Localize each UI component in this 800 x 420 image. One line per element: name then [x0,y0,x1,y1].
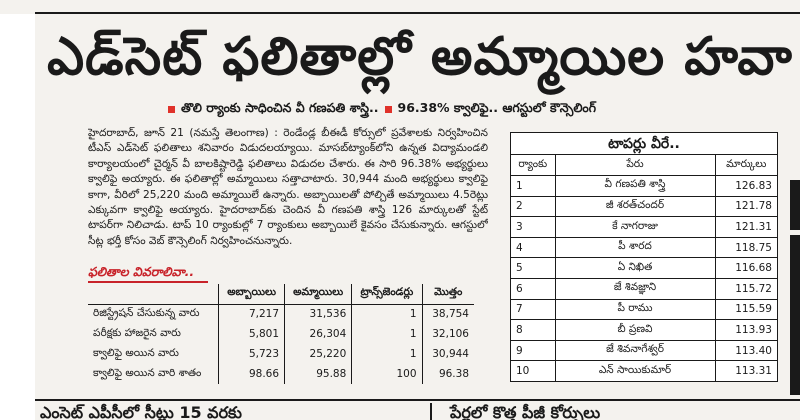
top-strip [0,0,800,10]
table-row: 1 వీ గణపతి శాస్త్రి 126.83 [511,175,777,197]
subheadline-part1: తొలి ర్యాంకు సాధించిన వీ గణపతి శాస్త్రి.… [181,99,379,115]
column-header: ట్రాన్స్‌జెండర్లు [351,284,422,305]
right-edge-bar [790,180,800,395]
table-row: 8 బీ ప్రణవి 113.93 [511,319,777,341]
top-rule [35,12,800,14]
cell-rank: 7 [511,299,555,321]
column-header [88,284,219,305]
column-header-rank: ర్యాంకు [511,155,555,177]
bottom-rule [35,399,800,401]
table-row: 10 ఎన్ సాయికుమార్ 113.31 [511,360,777,382]
subheadline-part2: 96.38% క్వాలిఫై.. ఆగస్టులో కౌన్సెలింగ్ [397,99,597,115]
bottom-column-divider [430,403,432,420]
cell-trans: 1 [351,344,422,364]
cell-name: పీ శారద [554,237,715,259]
cell-rank: 6 [511,278,555,300]
cell-rank: 4 [511,237,555,259]
cell-name: పీ రాము [554,299,715,321]
cell-name: వీ గణపతి శాస్త్రి [554,175,715,197]
cell-trans: 100 [351,364,422,384]
toppers-table: ర్యాంకు పేరు మార్కులు 1 వీ గణపతి శాస్త్రి… [511,155,777,382]
cell-name: జే శివనాగేశ్వర్ [554,340,715,362]
cell-rank: 8 [511,319,555,341]
cell-marks: 121.31 [714,216,777,238]
cell-rank: 5 [511,257,555,280]
cell-boys: 5,723 [218,344,285,364]
table-row: 6 జే శివజ్ఞాని 115.72 [511,278,777,300]
table-row: క్వాలిఫై అయిన వారి శాతం 98.66 95.88 100 … [88,364,474,384]
cell-marks: 113.31 [714,360,777,382]
cell-name: బీ ప్రణవి [554,319,715,341]
table-row: పరీక్షకు హాజరైన వారు 5,801 26,304 1 32,1… [88,324,474,344]
toppers-title: టాపర్లు వీరే.. [511,133,777,155]
results-details-table: అబ్బాయిలు అమ్మాయిలు ట్రాన్స్‌జెండర్లు మొ… [88,284,474,384]
cell-marks: 113.93 [714,319,777,341]
cell-boys: 7,217 [218,304,285,324]
subheadline: తొలి ర్యాంకు సాధించిన వీ గణపతి శాస్త్రి.… [168,99,596,119]
cell-total: 96.38 [421,364,474,384]
column-header-marks: మార్కులు [714,155,777,177]
details-underline [88,281,208,283]
table-row: 2 జీ శరత్‌చందర్ 121.78 [511,196,777,218]
left-margin [0,14,35,420]
cell-name: జే శివజ్ఞాని [554,278,715,300]
table-row: 9 జే శివనాగేశ్వర్ 113.40 [511,340,777,362]
cell-rank: 10 [516,365,530,378]
cell-boys: 5,801 [218,324,285,344]
cell-marks: 115.59 [714,299,777,321]
cell-boys: 98.66 [218,364,285,384]
cell-marks: 121.78 [714,196,777,218]
table-row: రిజిస్ట్రేషన్ చేసుకున్న వారు 7,217 31,53… [88,304,474,324]
column-header: అమ్మాయిలు [284,284,352,305]
row-label: రిజిస్ట్రేషన్ చేసుకున్న వారు [93,306,200,319]
cell-total: 32,106 [421,324,474,344]
next-headline-right: పేర్లలో కొత్త పీజీ కోర్సులు [450,403,601,420]
cell-marks: 126.83 [714,175,777,197]
cell-trans: 1 [351,324,422,344]
bullet-icon [384,105,392,113]
cell-total: 38,754 [421,304,474,324]
row-label: క్వాలిఫై అయిన వారు [93,346,179,359]
row-label: పరీక్షకు హాజరైన వారు [93,326,181,339]
cell-name: జీ శరత్‌చందర్ [554,196,715,218]
right-edge-bar-gap [790,230,800,235]
table-header-row: అబ్బాయిలు అమ్మాయిలు ట్రాన్స్‌జెండర్లు మొ… [88,284,474,305]
cell-rank: 2 [511,196,555,218]
cell-girls: 25,220 [284,344,352,364]
table-row: 4 పీ శారద 118.75 [511,237,777,259]
cell-name: ఎన్ సాయికుమార్ [554,360,715,382]
cell-girls: 95.88 [284,364,352,384]
column-header: మొత్తం [421,284,474,305]
cell-name: ఏ నిఖిత [554,257,715,280]
column-header-name: పేరు [554,155,715,177]
table-row: క్వాలిఫై అయిన వారు 5,723 25,220 1 30,944 [88,344,474,364]
cell-trans: 1 [351,304,422,324]
cell-name: కే నాగరాజు [554,216,715,238]
cell-rank: 1 [511,175,555,197]
article-body: హైదరాబాద్, జూన్ 21 (నమస్తే తెలంగాణ) : రె… [88,127,488,247]
bullet-icon [168,105,175,113]
cell-total: 30,944 [421,344,474,364]
cell-marks: 115.72 [714,278,777,300]
next-headline-left: ఎంసెట్ ఎపీసీలో సీట్లు 15 వరకు [40,403,242,420]
column-header: అబ్బాయిలు [218,284,285,305]
details-heading: ఫలితాల వివరాలివా.. [88,264,195,279]
headline: ఎడ్‌సెట్ ఫలితాల్లో అమ్మాయిల హవా [47,27,793,87]
cell-rank: 9 [511,340,555,362]
table-header-row: ర్యాంకు పేరు మార్కులు [511,155,777,177]
table-row: 7 పీ రాము 115.59 [511,299,777,321]
cell-marks: 113.40 [714,340,777,362]
toppers-box: టాపర్లు వీరే.. ర్యాంకు పేరు మార్కులు 1 వీ… [510,132,778,382]
row-label: క్వాలిఫై అయిన వారి శాతం [93,366,202,379]
cell-rank: 3 [511,216,555,238]
table-row: 3 కే నాగరాజు 121.31 [511,216,777,238]
cell-girls: 31,536 [284,304,352,324]
cell-marks: 116.68 [714,257,777,280]
cell-marks: 118.75 [714,237,777,259]
cell-girls: 26,304 [284,324,352,344]
